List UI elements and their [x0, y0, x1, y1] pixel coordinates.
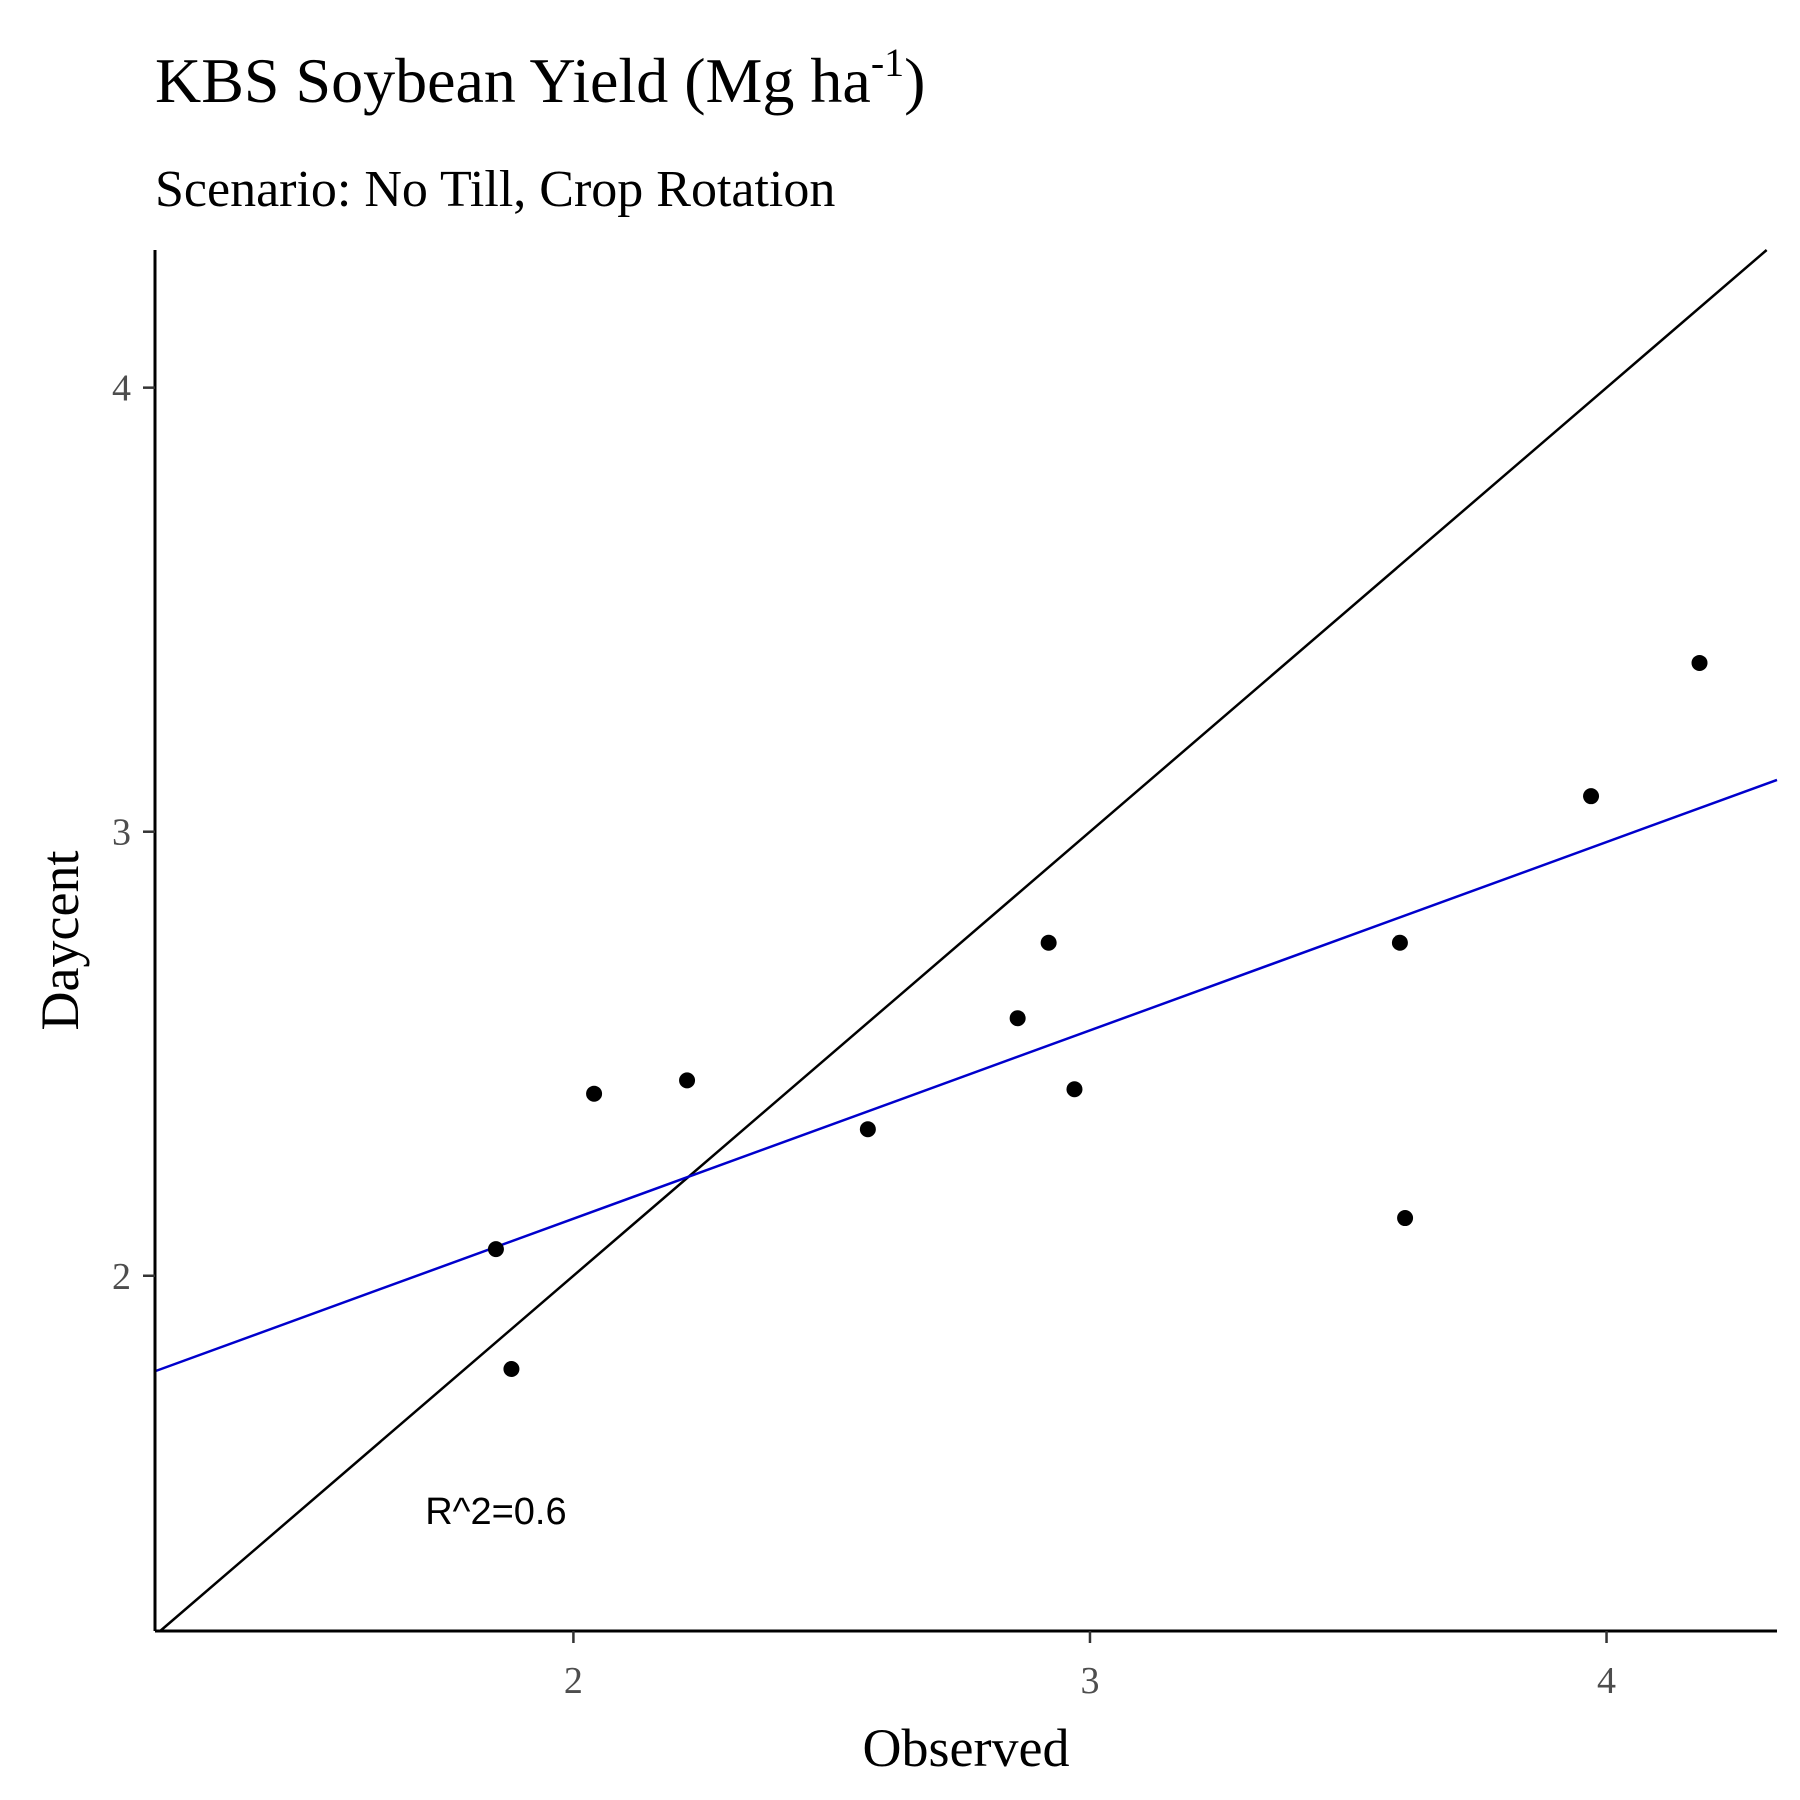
fit-lines: [154, 249, 1778, 1632]
data-point: [1009, 1010, 1026, 1027]
chart-title-close: ): [904, 45, 925, 116]
data-point: [586, 1085, 603, 1102]
data-points: [487, 654, 1708, 1378]
data-point: [1397, 1210, 1414, 1227]
data-point: [1583, 788, 1600, 805]
identity-line: [159, 249, 1768, 1632]
chart-title: KBS Soybean Yield (Mg ha-1): [155, 40, 925, 116]
r-squared-annotation: R^2=0.6: [425, 1491, 566, 1533]
chart-title-superscript: -1: [871, 40, 904, 85]
x-tick-label: 3: [1080, 1660, 1099, 1702]
data-point: [1691, 654, 1708, 671]
data-point: [679, 1072, 696, 1089]
y-tick-label: 2: [112, 1256, 131, 1298]
data-point: [1066, 1081, 1083, 1098]
x-axis-ticks: 2 3 4: [564, 1631, 1616, 1702]
y-axis-ticks: 2 3 4: [112, 368, 155, 1298]
y-tick-label: 3: [112, 812, 131, 854]
x-tick-label: 2: [564, 1660, 583, 1702]
data-point: [1040, 934, 1057, 951]
y-axis-label: Daycent: [30, 851, 90, 1031]
data-point: [859, 1121, 876, 1138]
data-point: [503, 1361, 520, 1378]
y-tick-label: 4: [112, 368, 131, 410]
x-axis-label: Observed: [863, 1718, 1070, 1778]
chart-subtitle: Scenario: No Till, Crop Rotation: [155, 161, 835, 218]
data-point: [487, 1241, 504, 1258]
regression-line: [154, 778, 1778, 1373]
chart-title-main: KBS Soybean Yield (Mg ha: [155, 45, 871, 116]
data-point: [1391, 934, 1408, 951]
x-tick-label: 4: [1597, 1660, 1616, 1702]
